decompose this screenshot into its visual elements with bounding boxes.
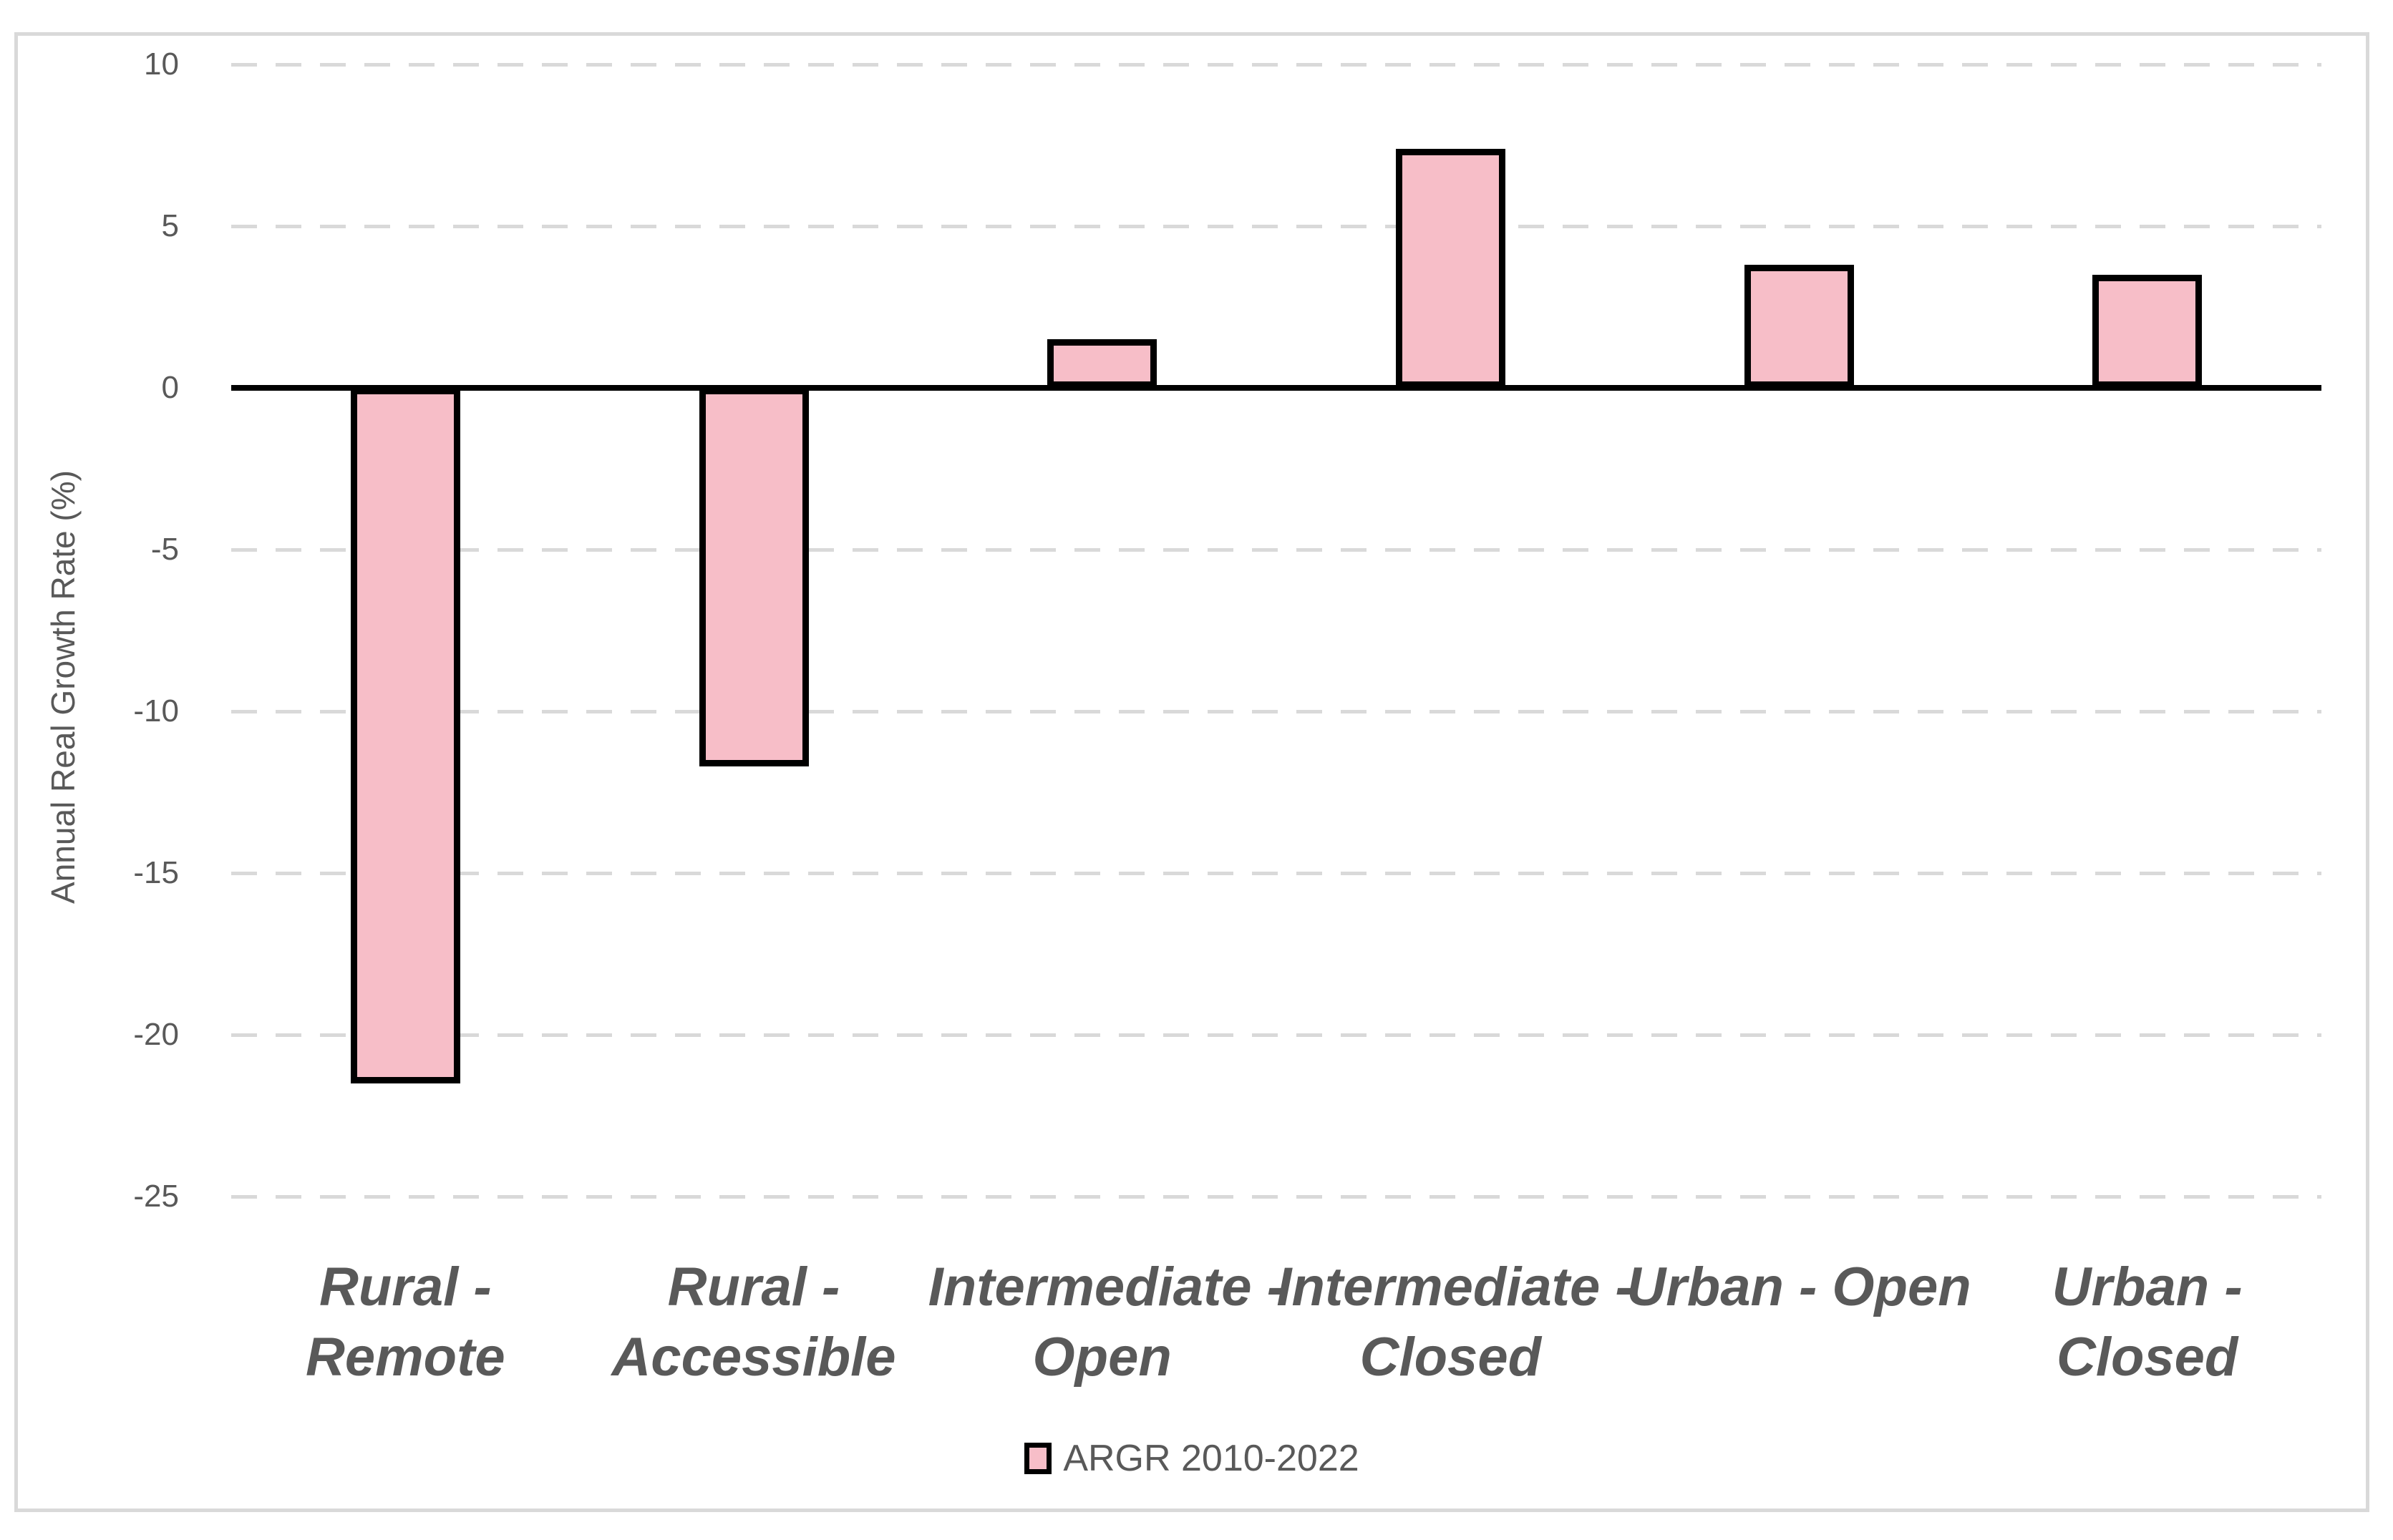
bar-intermediate-closed — [1395, 148, 1505, 388]
gridline-y--15 — [231, 871, 2321, 875]
gridline-y--5 — [231, 547, 2321, 552]
x-category-label-line: Urban - — [2052, 1257, 2243, 1317]
y-tick-label--20: -20 — [133, 1017, 179, 1052]
bar-rural-remote — [350, 388, 460, 1083]
x-category-label-line: Remote — [305, 1327, 505, 1388]
gridline-y-5 — [231, 224, 2321, 228]
y-axis-title: Annual Real Growth Rate (%) — [44, 470, 82, 904]
bar-urban-closed — [2092, 274, 2203, 388]
x-category-label-line: Intermediate - — [1276, 1257, 1634, 1317]
y-tick-label-5: 5 — [161, 208, 179, 243]
gridline-y--10 — [231, 709, 2321, 713]
y-tick-label--10: -10 — [133, 693, 179, 728]
x-category-label-6: Urban - Closed — [1974, 1252, 2321, 1393]
x-category-label-line: Closed — [2056, 1327, 2238, 1388]
y-tick-label-10: 10 — [144, 47, 179, 82]
x-category-label-line: Urban - Open — [1626, 1257, 1971, 1317]
x-category-label-line: Open — [1032, 1327, 1172, 1388]
x-category-label-3: Intermediate - Open — [928, 1252, 1285, 1393]
gridline-y--25 — [231, 1194, 2321, 1199]
y-tick-label--25: -25 — [133, 1179, 179, 1214]
x-category-label-2: Rural - Accessible — [580, 1252, 928, 1393]
x-category-label-1: Rural - Remote — [231, 1252, 579, 1393]
x-category-label-line: Closed — [1359, 1327, 1542, 1388]
y-tick-label-0: 0 — [161, 370, 179, 405]
x-axis-zero-line — [231, 385, 2321, 391]
gridline-y--20 — [231, 1033, 2321, 1037]
x-category-label-line: Accessible — [611, 1327, 896, 1388]
gridline-y-10 — [231, 62, 2321, 67]
y-tick-label--15: -15 — [133, 855, 179, 890]
x-category-label-line: Rural - — [319, 1257, 492, 1317]
bar-intermediate-open — [1047, 339, 1157, 388]
x-category-label-4: Intermediate - Closed — [1276, 1252, 1634, 1393]
x-category-label-line: Rural - — [667, 1257, 840, 1317]
legend: ARGR 2010-2022 — [14, 1437, 2369, 1480]
x-category-label-5: Urban - Open — [1625, 1252, 1973, 1322]
y-tick-label--5: -5 — [150, 532, 179, 567]
bar-urban-open — [1744, 265, 1854, 388]
legend-label: ARGR 2010-2022 — [1063, 1438, 1359, 1479]
x-category-label-line: Intermediate - — [928, 1257, 1285, 1317]
legend-swatch — [1024, 1443, 1052, 1474]
bar-rural-accessible — [699, 388, 809, 766]
